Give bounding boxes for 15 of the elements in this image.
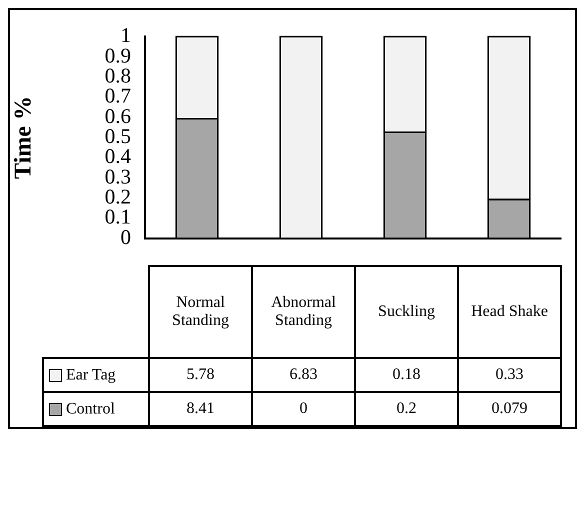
data-label: 0 xyxy=(252,392,355,426)
y-axis-title: Time % xyxy=(10,96,37,179)
category-label: Head Shake xyxy=(458,266,561,358)
data-label: 5.78 xyxy=(149,358,252,392)
legend-label: Control xyxy=(66,400,115,418)
category-label: Suckling xyxy=(355,266,458,358)
data-label: 8.41 xyxy=(149,392,252,426)
category-label: Normal Standing xyxy=(149,266,252,358)
data-label: 6.83 xyxy=(252,358,355,392)
data-label: 0.2 xyxy=(355,392,458,426)
data-label: 0.079 xyxy=(458,392,561,426)
category-label: Abnormal Standing xyxy=(252,266,355,358)
data-label: 0.18 xyxy=(355,358,458,392)
data-label: 0.33 xyxy=(458,358,561,392)
legend-label: Ear Tag xyxy=(66,366,116,384)
